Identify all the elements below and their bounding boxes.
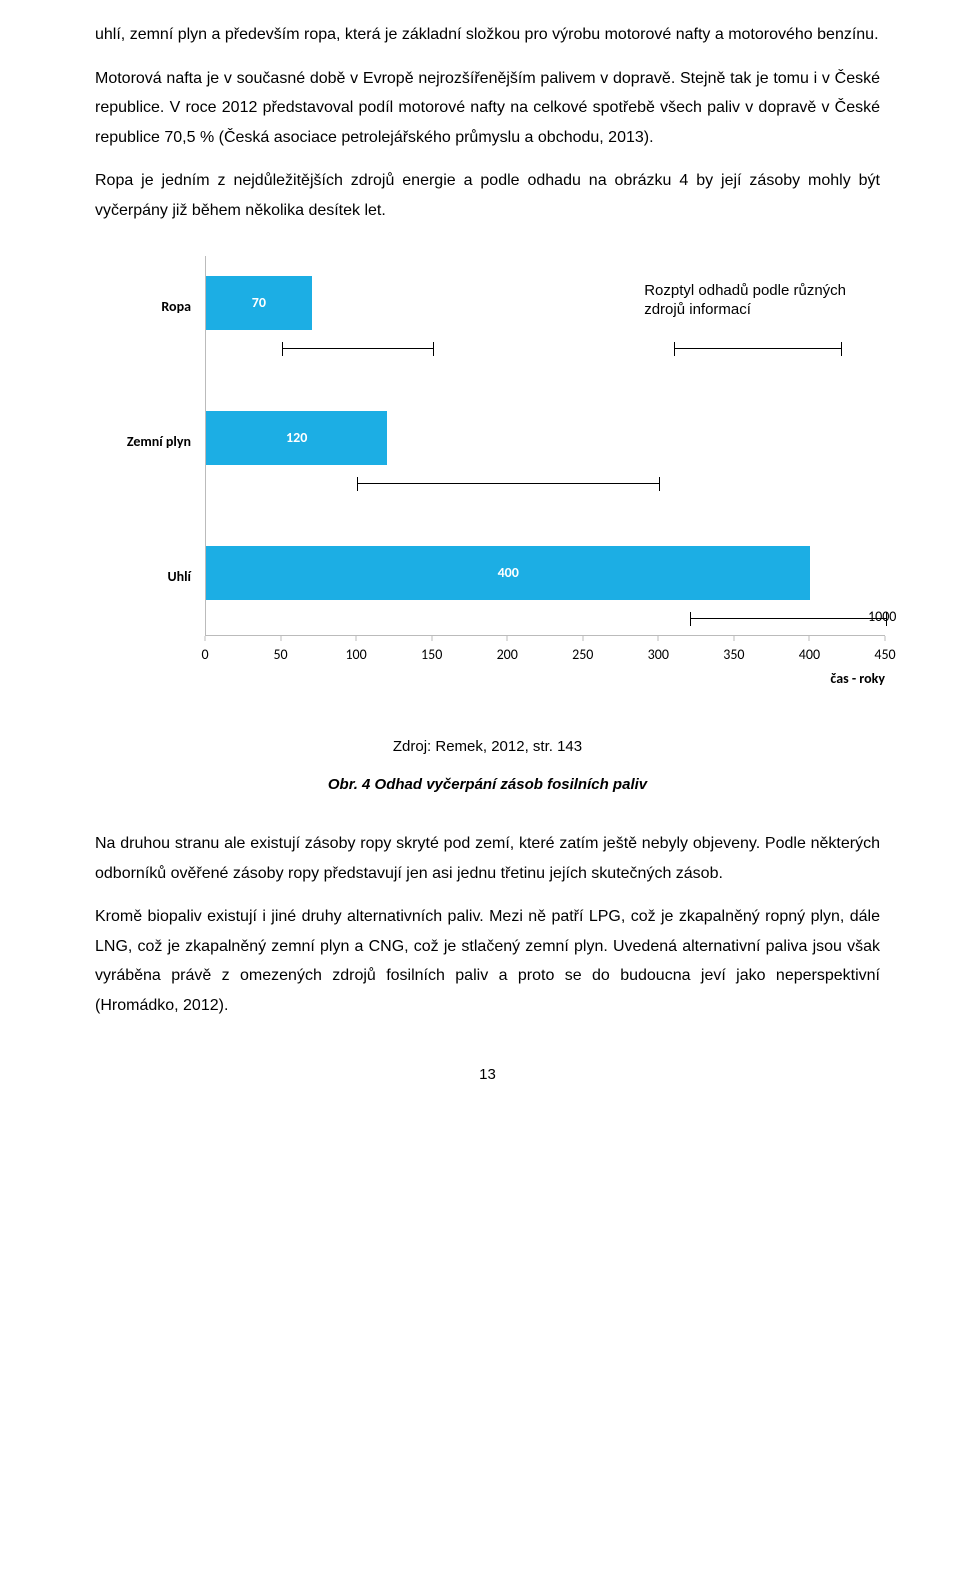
chart-source: Zdroj: Remek, 2012, str. 143 [95,733,880,761]
chart-category-label: Ropa [161,294,191,320]
chart-xtick-label: 450 [874,642,895,668]
paragraph-4: Na druhou stranu ale existují zásoby rop… [95,829,880,888]
chart-annotation-text: Rozptyl odhadů podle různých zdrojů info… [644,281,884,320]
paragraph-3: Ropa je jedním z nejdůležitějších zdrojů… [95,166,880,225]
chart-category-label: Zemní plyn [127,429,191,455]
chart-annotation-whisker [674,348,840,349]
chart-xtick-label: 350 [723,642,744,668]
chart-xtick-label: 100 [345,642,366,668]
chart-xtick-label: 150 [421,642,442,668]
chart-xtick-label: 200 [497,642,518,668]
chart-plot-area: 70Ropa120Zemní plyn400UhlíRozptyl odhadů… [205,256,885,636]
chart-overflow-label: 1000 [868,604,896,630]
chart-x-label: čas - roky [205,666,885,692]
chart-xtick-label: 250 [572,642,593,668]
chart-error-whisker [357,483,659,484]
chart-xtick-label: 0 [201,642,208,668]
chart-category-label: Uhlí [167,564,191,590]
chart-bar: 120 [206,411,387,465]
chart-bar: 70 [206,276,312,330]
paragraph-5: Kromě biopaliv existují i jiné druhy alt… [95,902,880,1020]
paragraph-1: uhlí, zemní plyn a především ropa, která… [95,20,880,50]
chart-figure: 70 Ropa 120 Zemní plyn 400 Uhlí Rozptyl odhadů… [105,256,885,692]
chart-error-whisker [282,348,433,349]
chart-bar: 400 [206,546,810,600]
chart-xtick-label: 300 [648,642,669,668]
chart-xtick-label: 400 [799,642,820,668]
chart-error-whisker [690,618,886,619]
page-number: 13 [95,1061,880,1089]
chart-x-axis: 050100150200250300350400450 [205,636,885,666]
chart-caption: Obr. 4 Odhad vyčerpání zásob fosilních p… [95,771,880,799]
chart-xtick-label: 50 [273,642,287,668]
paragraph-2: Motorová nafta je v současné době v Evro… [95,64,880,153]
